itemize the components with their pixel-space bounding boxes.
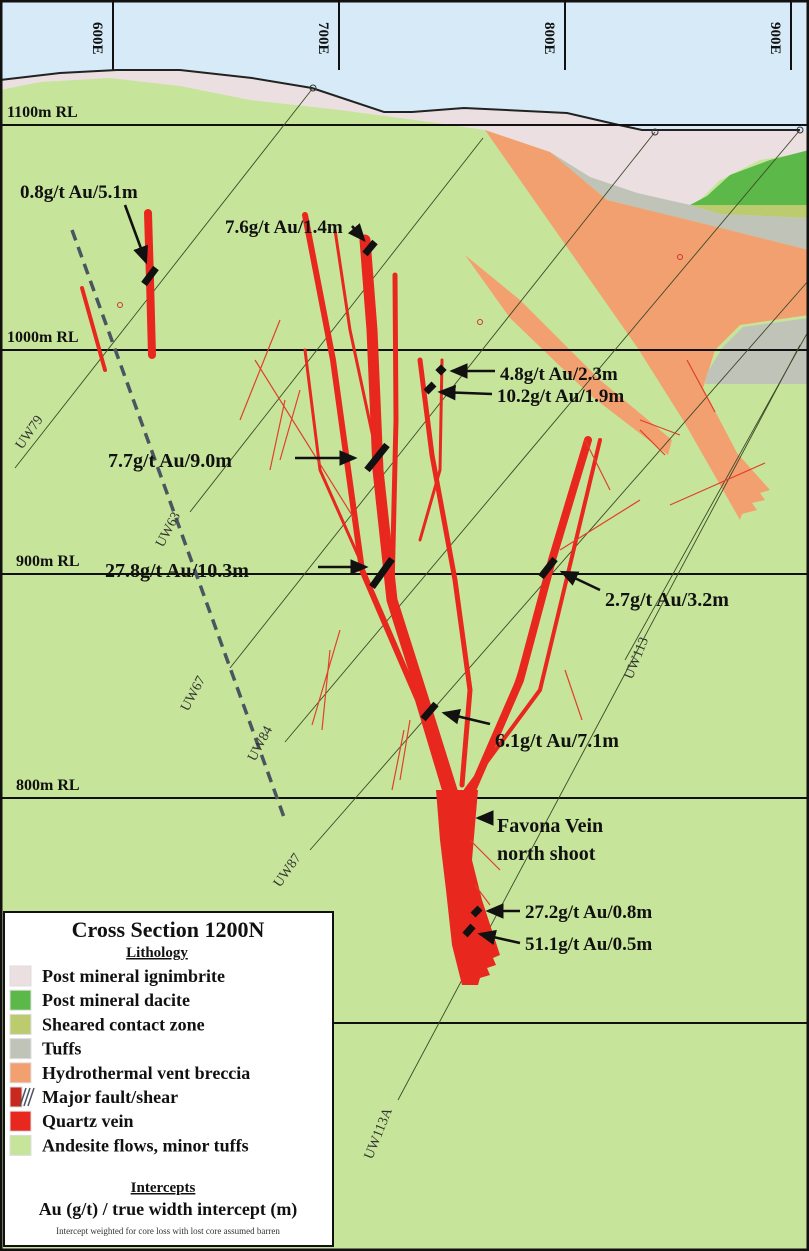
legend-item-label: Hydrothermal vent breccia: [42, 1063, 250, 1083]
easting-label-900e: 900E: [767, 22, 783, 55]
legend-item: Major fault/shear: [9, 1086, 178, 1108]
legend-item-label: Quartz vein: [42, 1111, 134, 1131]
fault-hatch-icon: [27, 1087, 35, 1107]
intercept-label: 0.8g/t Au/5.1m: [20, 182, 138, 203]
legend-lithology-heading: Lithology: [126, 945, 188, 961]
rl-label-800: 800m RL: [16, 777, 80, 794]
sheared-contact-unit: [690, 205, 809, 218]
intercept-label: 2.7g/t Au/3.2m: [605, 589, 729, 611]
breccia-unit: [485, 130, 809, 520]
fault-hatch-icon: [23, 1087, 31, 1107]
ignimbrite-unit: [0, 70, 809, 205]
intercept-label: 51.1g/t Au/0.5m: [525, 934, 652, 955]
intercept-label: 27.2g/t Au/0.8m: [525, 902, 652, 923]
legend-swatch: [9, 965, 32, 987]
legend: Cross Section 1200N Lithology Post miner…: [3, 911, 334, 1247]
legend-swatch: [9, 1062, 32, 1084]
legend-item-label: Post mineral dacite: [42, 990, 190, 1010]
legend-item: Sheared contact zone: [9, 1013, 205, 1035]
legend-item: Tuffs: [9, 1038, 81, 1060]
easting-label-600e: 600E: [89, 22, 105, 55]
rl-grid: 1100m RL 1000m RL 900m RL 800m RL: [0, 104, 809, 1024]
legend-swatch: [9, 1086, 23, 1108]
legend-title: Cross Section 1200N: [72, 917, 265, 942]
rl-label-900: 900m RL: [16, 553, 80, 570]
legend-intercepts-format: Au (g/t) / true width intercept (m): [39, 1199, 298, 1220]
legend-intercepts-heading: Intercepts: [131, 1180, 196, 1196]
rl-label-1000: 1000m RL: [7, 329, 79, 346]
legend-swatch: [9, 1038, 32, 1060]
legend-item-label: Tuffs: [42, 1039, 81, 1059]
legend-item-label: Sheared contact zone: [42, 1014, 205, 1034]
legend-swatch: [9, 989, 32, 1011]
legend-swatch: [9, 1110, 32, 1132]
major-fault: [70, 229, 287, 821]
intercept-arrows: [123, 204, 601, 946]
vein-label-line1: Favona Vein: [497, 815, 603, 837]
legend-item-label: Major fault/shear: [42, 1087, 178, 1107]
legend-item-label: Andesite flows, minor tuffs: [42, 1135, 249, 1155]
rl-label-1100: 1100m RL: [7, 104, 78, 121]
intercept-label: 6.1g/t Au/7.1m: [495, 730, 619, 752]
legend-swatch: [9, 1134, 32, 1156]
legend-item: Andesite flows, minor tuffs: [9, 1134, 249, 1156]
intercept-label: 10.2g/t Au/1.9m: [497, 386, 624, 407]
intercept-markers: [141, 239, 558, 938]
intercept-label: 7.7g/t Au/9.0m: [108, 450, 232, 472]
legend-note: Intercept weighted for core loss with lo…: [56, 1226, 280, 1236]
intercept-label: 27.8g/t Au/10.3m: [105, 560, 249, 582]
legend-item-label: Post mineral ignimbrite: [42, 966, 225, 986]
tuff-unit-upper: [550, 152, 809, 250]
breccia-streak: [465, 255, 672, 455]
easting-grid: 600E 700E 800E 900E: [89, 0, 792, 70]
easting-label-800e: 800E: [541, 22, 557, 55]
intercept-label: 7.6g/t Au/1.4m: [225, 217, 343, 238]
fault-hatch-icon: [19, 1087, 27, 1107]
legend-item: Post mineral ignimbrite: [9, 965, 225, 987]
dacite-unit: [690, 150, 809, 205]
intercept-label: 4.8g/t Au/2.3m: [500, 364, 618, 385]
legend-swatch: [9, 1013, 32, 1035]
intercept-labels: 0.8g/t Au/5.1m 7.6g/t Au/1.4m 4.8g/t Au/…: [20, 182, 729, 955]
legend-item: Post mineral dacite: [9, 989, 190, 1011]
vein-label-line2: north shoot: [497, 843, 596, 865]
legend-item: Hydrothermal vent breccia: [9, 1062, 250, 1084]
easting-label-700e: 700E: [315, 22, 331, 55]
legend-item: Quartz vein: [9, 1110, 134, 1132]
